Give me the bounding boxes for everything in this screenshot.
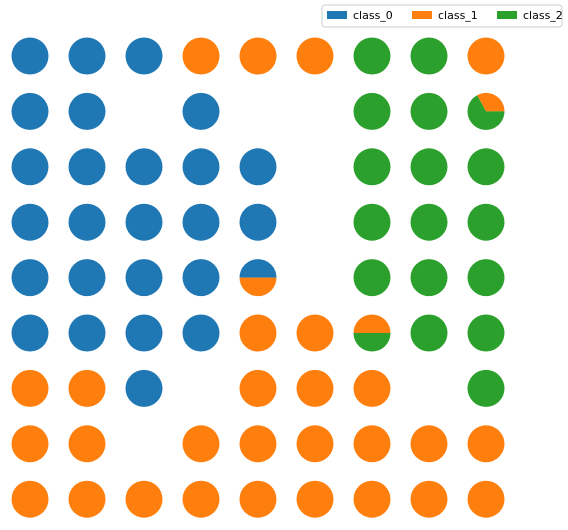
pie-wedge: [467, 203, 505, 241]
pie-wedge: [353, 148, 391, 186]
pie-wedge: [182, 425, 220, 463]
legend-swatch: [412, 11, 432, 19]
legend-swatch: [327, 11, 347, 19]
pie-wedge: [182, 259, 220, 297]
pie-wedge: [353, 314, 391, 333]
pie-wedge: [239, 259, 277, 278]
pie-wedge: [239, 203, 277, 241]
pie-wedge: [125, 37, 163, 75]
pie-wedge: [125, 203, 163, 241]
pie-wedge: [410, 148, 448, 186]
pie-wedge: [467, 425, 505, 463]
pie-wedge: [467, 369, 505, 407]
pie-wedge: [239, 314, 277, 352]
legend-box: [321, 4, 563, 28]
pie-wedge: [296, 314, 334, 352]
pie-wedge: [410, 259, 448, 297]
pie-wedge: [125, 480, 163, 518]
pie-wedge: [239, 480, 277, 518]
pie-wedge: [182, 148, 220, 186]
pie-wedge: [239, 148, 277, 186]
pie-wedge: [239, 369, 277, 407]
pie-wedge: [410, 92, 448, 130]
pie-wedge: [353, 369, 391, 407]
pie-wedge: [296, 425, 334, 463]
pie-wedge: [11, 203, 49, 241]
pie-wedge: [239, 425, 277, 463]
pie-wedge: [68, 259, 106, 297]
pie-wedge: [410, 314, 448, 352]
pie-wedge: [353, 333, 391, 352]
pie-wedge: [68, 314, 106, 352]
pie-wedge: [11, 369, 49, 407]
pie-wedge: [353, 425, 391, 463]
pie-wedge: [467, 480, 505, 518]
pie-wedge: [68, 369, 106, 407]
legend-label: class_1: [438, 9, 478, 22]
legend-swatch: [497, 11, 517, 19]
pie-wedge: [11, 259, 49, 297]
pie-wedge: [239, 277, 277, 297]
pie-wedge: [182, 37, 220, 75]
pie-wedge: [11, 314, 49, 352]
pie-wedge: [477, 92, 505, 112]
pie-wedge: [182, 203, 220, 241]
pie-wedge: [353, 480, 391, 518]
pie-wedge: [68, 203, 106, 241]
pie-wedge: [296, 369, 334, 407]
pie-wedge: [68, 37, 106, 75]
pie-wedge: [353, 259, 391, 297]
pie-wedge: [68, 480, 106, 518]
pie-wedge: [125, 314, 163, 352]
pie-wedge: [353, 92, 391, 130]
pie-wedge: [467, 148, 505, 186]
pie-wedge: [68, 425, 106, 463]
legend-label: class_0: [353, 9, 393, 22]
pie-wedge: [11, 480, 49, 518]
pie-wedge: [467, 37, 505, 75]
pie-wedge: [467, 259, 505, 297]
pie-wedge: [410, 480, 448, 518]
pie-wedge: [182, 480, 220, 518]
pie-wedge: [68, 148, 106, 186]
pie-wedge: [11, 148, 49, 186]
pie-wedge: [296, 37, 334, 75]
pie-wedge: [353, 203, 391, 241]
pie-wedge: [68, 92, 106, 130]
pie-wedge: [11, 92, 49, 130]
pie-wedge: [125, 148, 163, 186]
pie-wedge: [410, 37, 448, 75]
pie-wedge: [125, 259, 163, 297]
pie-wedge: [182, 314, 220, 352]
pie-wedge: [11, 425, 49, 463]
pie-wedge: [410, 203, 448, 241]
pie-wedge: [125, 369, 163, 407]
pie-wedge: [296, 480, 334, 518]
legend-label: class_2: [523, 9, 563, 22]
pie-wedge: [353, 37, 391, 75]
pie-wedge: [182, 92, 220, 130]
pie-wedge: [239, 37, 277, 75]
pie-wedge: [467, 314, 505, 352]
pie-wedge: [11, 37, 49, 75]
pie-wedge: [467, 95, 505, 130]
pie-wedge: [410, 425, 448, 463]
